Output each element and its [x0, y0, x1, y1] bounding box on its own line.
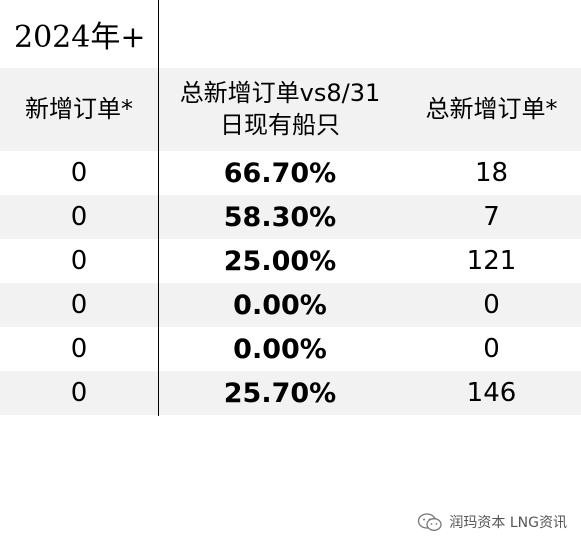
cell-new-orders: 0	[70, 158, 88, 188]
table-row: 0 25.70% 146	[0, 371, 581, 415]
table-title: 2024年+	[14, 20, 146, 55]
cell-ratio: 25.00%	[223, 245, 337, 277]
cell-new-orders: 0	[70, 246, 88, 276]
header-ratio: 总新增订单vs8/31 日现有船只	[158, 68, 402, 151]
header-total-new-orders-label: 总新增订单*	[425, 94, 558, 123]
header-new-orders-label: 新增订单*	[25, 94, 133, 123]
header-row	[0, 68, 581, 151]
cell-total: 18	[474, 158, 509, 188]
cell-new-orders: 0	[70, 202, 88, 232]
cell-total: 0	[483, 334, 500, 364]
watermark-text: 润玛资本 LNG资讯	[449, 515, 567, 531]
watermark: 润玛资本 LNG资讯	[417, 508, 567, 536]
table-row: 0 0.00% 0	[0, 283, 581, 327]
cell-total: 0	[483, 290, 500, 320]
header-ratio-line1: 总新增订单vs8/31	[179, 79, 381, 108]
table-row: 0 0.00% 0	[0, 327, 581, 371]
wechat-icon	[418, 513, 443, 531]
cell-new-orders: 0	[70, 378, 88, 408]
cell-ratio: 58.30%	[223, 201, 337, 233]
cell-ratio: 25.70%	[223, 377, 337, 409]
header-new-orders: 新增订单*	[0, 68, 158, 151]
header-total-new-orders: 总新增订单*	[402, 68, 581, 151]
table-title-cell: 2024年+	[0, 0, 158, 68]
header-ratio-line2: 日现有船只	[219, 110, 340, 139]
cell-new-orders: 0	[70, 290, 88, 320]
cell-total: 146	[466, 378, 517, 408]
cell-total: 121	[466, 246, 517, 276]
table-row: 0 58.30% 7	[0, 195, 581, 239]
cell-ratio: 0.00%	[233, 333, 327, 365]
column-divider	[158, 0, 159, 416]
cell-total: 7	[483, 202, 500, 232]
table-row: 0 66.70% 18	[0, 151, 581, 195]
table-row: 0 25.00% 121	[0, 239, 581, 283]
cell-ratio: 66.70%	[223, 157, 337, 189]
cell-ratio: 0.00%	[233, 289, 327, 321]
cell-new-orders: 0	[70, 334, 88, 364]
